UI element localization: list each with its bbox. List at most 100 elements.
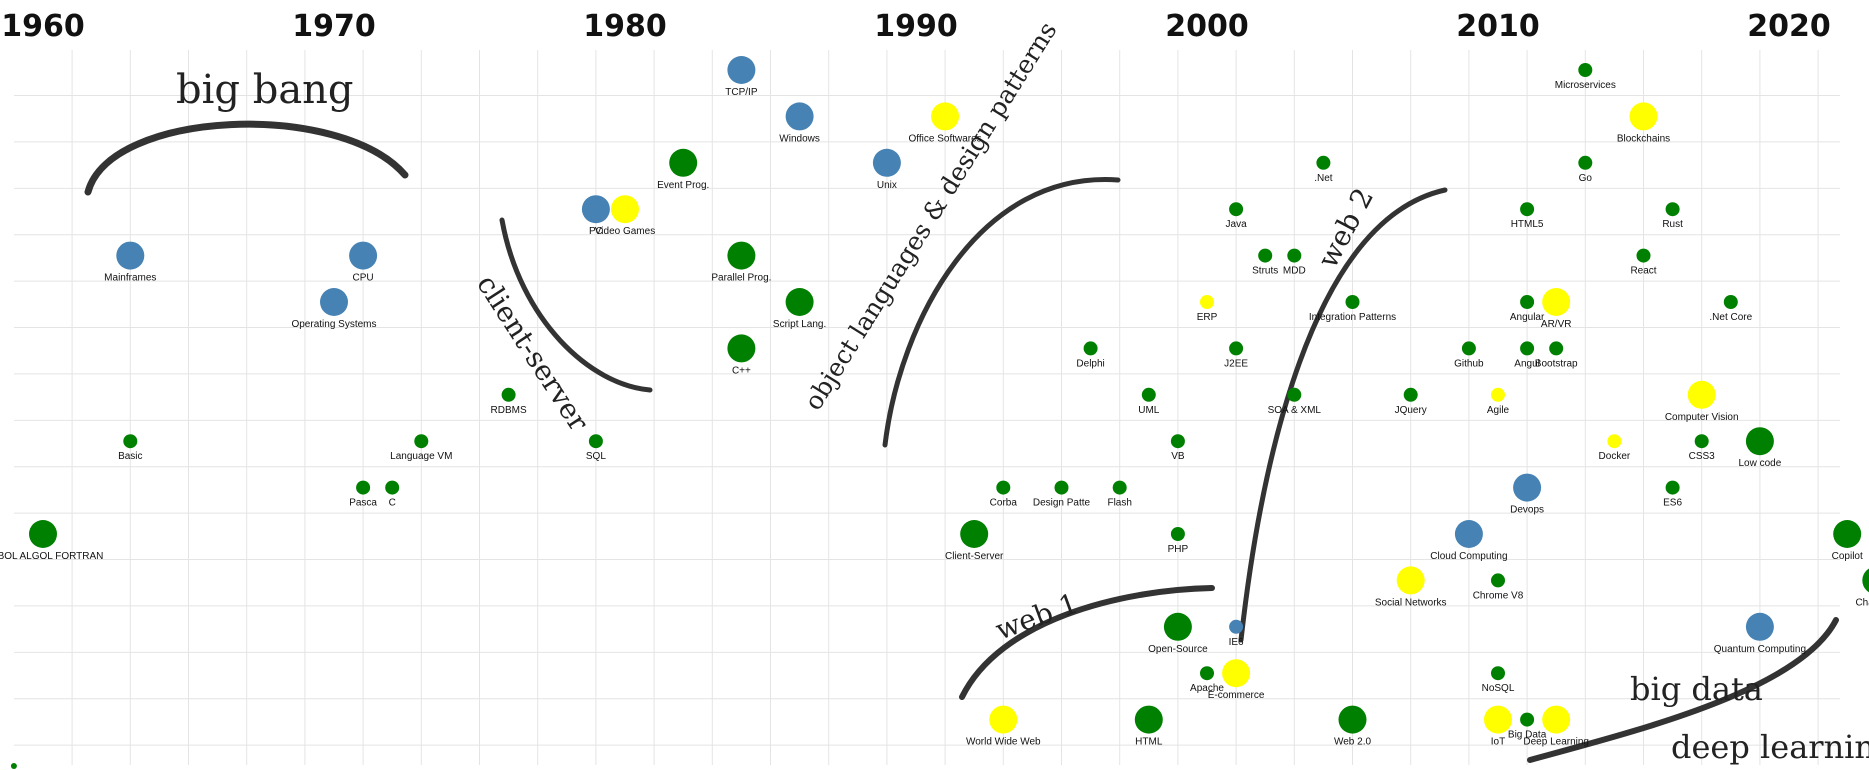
data-point (1491, 573, 1505, 588)
data-point (1403, 387, 1418, 402)
data-point-label: Corba (990, 498, 1018, 509)
data-point-label: Bootstrap (1535, 358, 1578, 369)
data-point-label: Windows (779, 133, 820, 144)
data-point-label: C (389, 498, 396, 509)
data-point (727, 241, 756, 270)
era-annotation: client-server (470, 269, 596, 438)
data-point (1745, 612, 1774, 641)
data-point-label: Mainframes (104, 273, 156, 284)
data-point-label: Computer Vision (1665, 412, 1739, 423)
data-point (385, 480, 400, 495)
data-point (669, 148, 698, 177)
data-point-label: Open-Source (1148, 644, 1208, 655)
data-point (501, 387, 516, 402)
data-point-label: Blockchains (1617, 133, 1670, 144)
data-point (785, 102, 814, 131)
data-point-label: Quantum Computing (1714, 644, 1806, 655)
data-point (996, 480, 1011, 495)
data-point (1578, 155, 1593, 170)
data-point-label: Deep Learning (1523, 737, 1589, 748)
data-points (10, 56, 1869, 769)
data-point-label: COBOL ALGOL FORTRAN (0, 551, 103, 562)
data-point (1578, 63, 1593, 77)
x-tick-label: 1980 (583, 9, 667, 44)
x-axis-ticks: 1960 1970 1980 1990 2000 2010 2020 (1, 9, 1831, 44)
data-point (931, 102, 960, 131)
data-point (1287, 387, 1302, 402)
data-point-label: ChatGPT (1855, 597, 1869, 608)
data-point (1170, 434, 1185, 449)
era-swooshes (84, 120, 1839, 763)
x-tick-label: 2000 (1165, 9, 1249, 44)
data-point (1134, 705, 1163, 734)
data-point-label: React (1630, 266, 1656, 277)
era-annotation: deep learning (1671, 728, 1869, 766)
era-annotation: web 1 (991, 586, 1082, 646)
data-point-label: Cloud Computing (1430, 551, 1507, 562)
data-point-label: Docker (1599, 451, 1631, 462)
data-point-label: HTML5 (1511, 219, 1544, 230)
data-point-label: Unix (877, 180, 897, 191)
x-tick-label: 1970 (292, 9, 376, 44)
data-point-label: HTML (1135, 737, 1163, 748)
data-point-label: Video Games (595, 226, 655, 237)
data-point-label: IoT (1491, 737, 1505, 748)
data-point-label: CPU (353, 273, 374, 284)
brush-stroke (1527, 617, 1839, 763)
data-point-label: PHP (1168, 544, 1189, 555)
data-point-label: Flash (1107, 498, 1131, 509)
data-point-label: Web 2.0 (1334, 737, 1371, 748)
data-point-label: .Net Core (1709, 312, 1752, 323)
data-point-label: MDD (1283, 266, 1306, 277)
x-tick-label: 1990 (874, 9, 958, 44)
data-point (1112, 480, 1127, 495)
data-point-label: Microservices (1555, 80, 1616, 91)
data-point-label: Office Softwares (909, 133, 982, 144)
data-point-label: C++ (732, 365, 751, 376)
data-point (785, 288, 814, 316)
data-point-label: Basic (118, 451, 142, 462)
data-point (588, 434, 603, 449)
data-point-label: AR/VR (1541, 319, 1572, 330)
data-point (1491, 666, 1505, 681)
data-point-label: Operating Systems (291, 319, 376, 330)
data-point-label: J2EE (1224, 358, 1248, 369)
data-point (123, 434, 138, 449)
data-point (1694, 434, 1709, 449)
data-point-label: Struts (1252, 266, 1278, 277)
data-point-label: Agile (1487, 405, 1510, 416)
era-annotations: big bang client-server object languages & … (176, 17, 1869, 766)
data-point (1229, 202, 1244, 217)
data-point (727, 334, 756, 363)
data-point (1520, 295, 1535, 309)
data-point (1345, 295, 1360, 309)
data-point-label: Go (1579, 173, 1593, 184)
data-point (1723, 295, 1738, 309)
x-tick-label: 2010 (1456, 9, 1540, 44)
data-point (1454, 520, 1483, 548)
data-point (1396, 566, 1425, 595)
data-point (320, 288, 348, 316)
data-point-label: CSS3 (1689, 451, 1716, 462)
data-point-label: RDBMS (491, 405, 527, 416)
data-point (1461, 341, 1476, 356)
data-point (611, 195, 639, 224)
data-point-label: Integration Patterns (1309, 312, 1396, 323)
data-point-label: World Wide Web (966, 737, 1041, 748)
data-point-label: Chrome V8 (1473, 590, 1524, 601)
data-point (1542, 288, 1571, 316)
data-point (1141, 387, 1156, 402)
data-point-label: Github (1454, 358, 1484, 369)
data-point (727, 56, 756, 84)
era-annotation: big data (1630, 670, 1763, 708)
data-point (116, 241, 145, 270)
data-point (1163, 612, 1192, 641)
data-point-label: Language VM (390, 451, 452, 462)
data-point (1513, 473, 1542, 502)
data-point-label: Apache (1190, 683, 1224, 694)
data-point (1636, 248, 1651, 263)
data-point-label: Client-Server (945, 551, 1004, 562)
era-annotation: big bang (176, 67, 354, 113)
